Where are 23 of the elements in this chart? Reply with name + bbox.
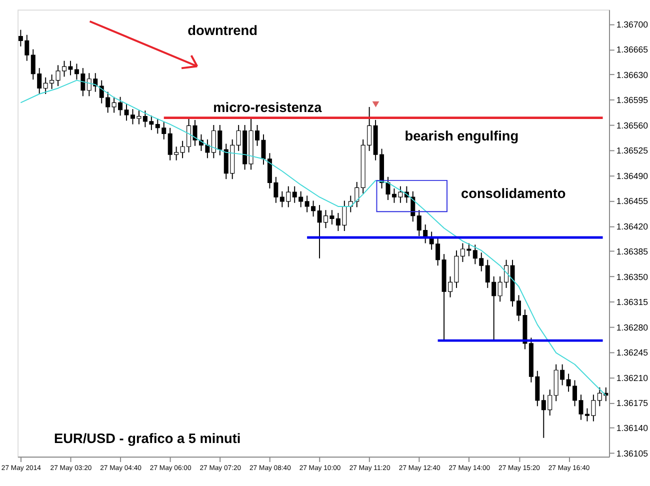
y-tick-label: 1.36490 [616,170,648,181]
y-tick-label: 1.36210 [616,372,648,383]
picture-arrow: micro-resistenza [213,100,322,116]
y-tick-label: 1.36280 [616,322,648,332]
y-tick-label: 1.36420 [616,221,648,232]
picture-arrow: bearish engulfing [404,128,519,144]
y-tick-label: 1.36525 [616,146,648,156]
y-tick-label: 1.36560 [616,120,648,130]
y-tick-label: 1.36665 [616,44,648,55]
y-tick-label: 1.36140 [616,423,648,434]
y-tick-label: 1.36350 [616,272,648,282]
y-tick-label: 1.36385 [616,246,648,257]
y-tick-label: 1.36700 [616,19,648,30]
picture-arrow: consolidamento [461,186,566,201]
y-tick-label: 1.36630 [616,70,648,80]
y-tick-label: 1.36175 [616,398,648,408]
y-tick-label: 1.36315 [616,297,648,308]
y-tick-label: 1.36595 [616,95,648,106]
y-tick-label: 1.36455 [616,196,648,206]
y-tick-label: 1.36245 [616,348,648,358]
picture-arrow: EUR/USD - grafico a 5 minuti [54,430,241,446]
picture-arrow: downtrend [188,23,258,38]
y-tick-label: 1.36105 [616,448,648,458]
